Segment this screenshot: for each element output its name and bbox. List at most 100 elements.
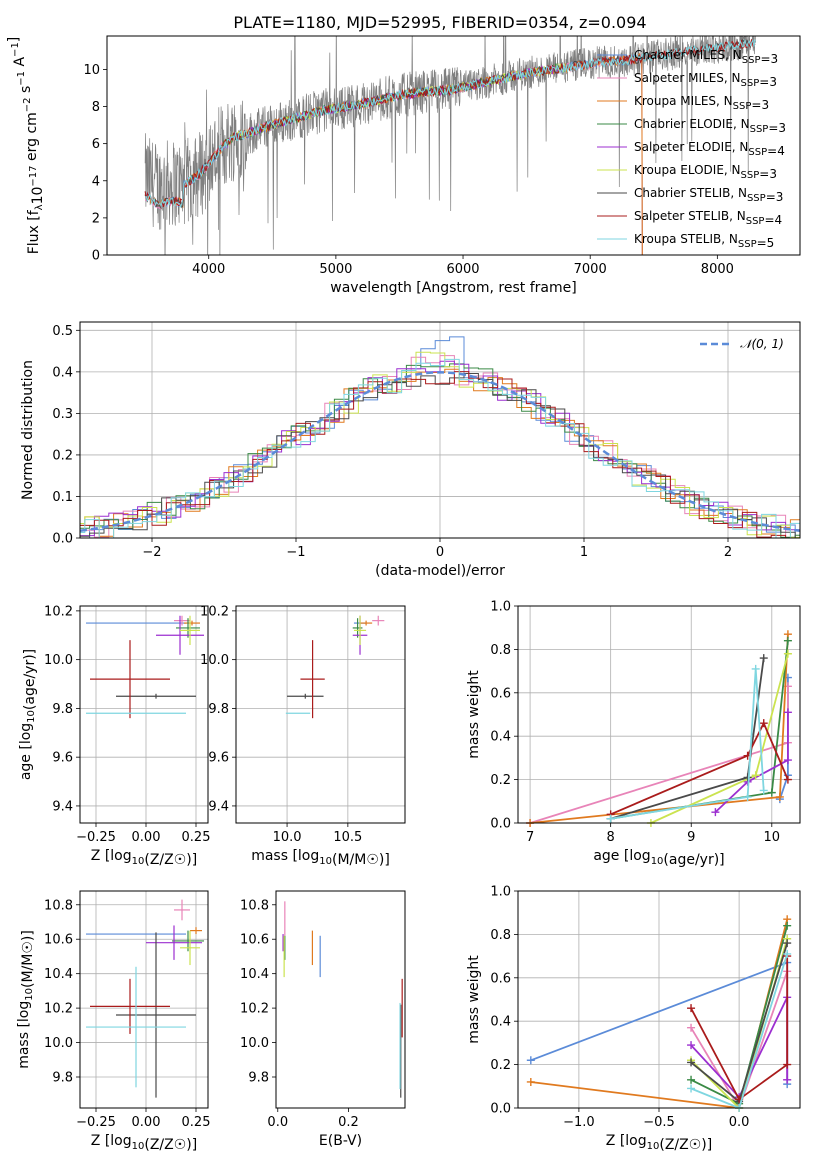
- label-part: =3: [768, 121, 786, 135]
- weight-marker: [783, 775, 792, 784]
- y-tick-label: 9.8: [248, 1071, 269, 1086]
- x-tick-label: −0.25: [76, 1115, 116, 1130]
- weight-marker: [759, 654, 768, 663]
- label-part: 10: [24, 988, 35, 1001]
- x-axis-label: age [log10(age/yr)]: [593, 848, 724, 868]
- y-tick-label: 9.8: [52, 702, 73, 717]
- weight-marker: [783, 1060, 792, 1069]
- label-part: Normed distribution: [20, 360, 36, 500]
- label-part: age [: [18, 744, 34, 780]
- label-part: SSP: [738, 239, 757, 250]
- y-tick-label: 1.0: [490, 600, 511, 615]
- y-axis-label: Normed distribution: [20, 360, 36, 500]
- weight-marker: [526, 1056, 535, 1065]
- y-tick-label: 10.2: [240, 1002, 269, 1017]
- spectrum-lines: [144, 36, 756, 255]
- y-axis-label: Flux [fλ10−17 erg cm−2 s−1 A−1]: [6, 37, 46, 255]
- weight-marker: [751, 771, 760, 780]
- x-axis-label: Z [log10(Z/Z☉)]: [91, 848, 197, 868]
- legend-label: Salpeter STELIB, NSSP=4: [634, 209, 782, 227]
- y-tick-label: 0.2: [490, 1058, 511, 1073]
- histogram-step: [80, 373, 800, 538]
- legend-label: Chabrier ELODIE, NSSP=3: [634, 117, 786, 135]
- label-part: (Z/Z☉)]: [144, 852, 197, 868]
- label-part: 10: [647, 1141, 660, 1152]
- weight-line: [690, 956, 789, 1101]
- axes-mass_vs_ebv: 0.0 0.2 9.8 10.0 10.2 10.4 10.6 10.8 E(B-V): [240, 898, 362, 1149]
- y-tick-label: 10.6: [240, 933, 269, 948]
- x-tick-label: 10.5: [333, 830, 362, 845]
- weight-marker: [775, 792, 784, 801]
- weight-marker: [687, 1041, 696, 1050]
- y-tick-label: 10.2: [200, 604, 229, 619]
- x-axis-label: Z [log10(Z/Z☉)]: [606, 1133, 712, 1153]
- label-part: log: [298, 848, 319, 864]
- weight-marker: [767, 788, 776, 797]
- y-tick-label: 9.4: [208, 799, 229, 814]
- label-part: mass weight: [466, 955, 482, 1044]
- errorbars-age_vs_Z: [86, 615, 204, 719]
- label-part: Salpeter ELODIE, N: [634, 140, 748, 154]
- legend-label: Chabrier MILES, NSSP=3: [634, 48, 778, 66]
- label-part: log: [18, 723, 34, 744]
- y-tick-label: 1.0: [490, 885, 511, 900]
- figure-title: PLATE=1180, MJD=52995, FIBERID=0354, z=0…: [233, 13, 646, 32]
- y-tick-label: 10.4: [240, 967, 269, 982]
- y-tick-label: 0.0: [490, 1102, 511, 1117]
- y-tick-label: 0.8: [490, 928, 511, 943]
- x-tick-label: 9: [687, 830, 695, 845]
- weight-marker: [751, 664, 760, 673]
- label-part: mass [: [251, 848, 298, 864]
- y-tick-label: 9.4: [52, 799, 73, 814]
- y-tick-label: 0.4: [52, 365, 73, 380]
- label-part: Kroupa MILES, N: [634, 94, 733, 108]
- x-tick-label: 2: [724, 545, 732, 560]
- label-part: =4: [767, 144, 785, 158]
- weight-marker: [526, 1077, 535, 1086]
- x-tick-label: 0.25: [182, 830, 211, 845]
- label-part: (age/yr)]: [663, 852, 724, 868]
- x-tick-label: 8: [607, 830, 615, 845]
- y-tick-label: 9.6: [208, 751, 229, 766]
- label-part: SSP: [748, 147, 767, 158]
- x-tick-label: 7: [526, 830, 534, 845]
- y-tick-label: 0.3: [52, 407, 73, 422]
- label-part: 10: [30, 187, 46, 205]
- label-part: log: [629, 848, 650, 864]
- weight-line: [610, 668, 765, 820]
- label-part: Kroupa STELIB, N: [634, 232, 738, 246]
- legend-label: Kroupa MILES, NSSP=3: [634, 94, 769, 112]
- label-part: (Z/Z☉)]: [659, 1137, 712, 1153]
- y-tick-label: 10: [83, 63, 100, 78]
- errorbars-mass_vs_ebv: [282, 901, 403, 1098]
- y-tick-label: 0.5: [52, 324, 73, 339]
- label-part: −1: [10, 42, 21, 57]
- x-tick-label: 0.2: [338, 1115, 359, 1130]
- y-tick-label: 0.2: [490, 773, 511, 788]
- label-part: log: [16, 1001, 32, 1022]
- x-tick-label: −2: [142, 545, 161, 560]
- y-tick-label: 0.4: [490, 1015, 511, 1030]
- y-tick-label: 0.0: [490, 817, 511, 832]
- y-tick-label: 8: [92, 100, 100, 115]
- y-tick-label: 0.8: [490, 643, 511, 658]
- x-tick-label: 10.0: [273, 830, 302, 845]
- y-tick-label: 2: [92, 211, 100, 226]
- weight-marker: [743, 792, 752, 801]
- label-part: Chabrier STELIB, N: [634, 186, 747, 200]
- x-tick-label: 4000: [192, 262, 225, 277]
- weight-line: [714, 712, 789, 813]
- x-axis-label: mass [log10(M/M☉)]: [251, 848, 390, 868]
- y-axis-label: age [log10(age/yr)]: [18, 649, 38, 780]
- label-part: −17: [28, 165, 39, 186]
- axes-weight_vs_Z: −1.0 −0.5 0.0 0.0 0.2 0.4 0.6 0.8 1.0 Z [log10(Z/…: [466, 885, 800, 1153]
- label-part: Kroupa ELODIE, N: [634, 163, 741, 177]
- x-tick-label: −1: [286, 545, 305, 560]
- weight-marker: [783, 649, 792, 658]
- y-axis-label: mass weight: [466, 670, 482, 759]
- label-part: SSP: [746, 216, 765, 227]
- label-part: =3: [751, 98, 769, 112]
- y-tick-label: 10.0: [200, 653, 229, 668]
